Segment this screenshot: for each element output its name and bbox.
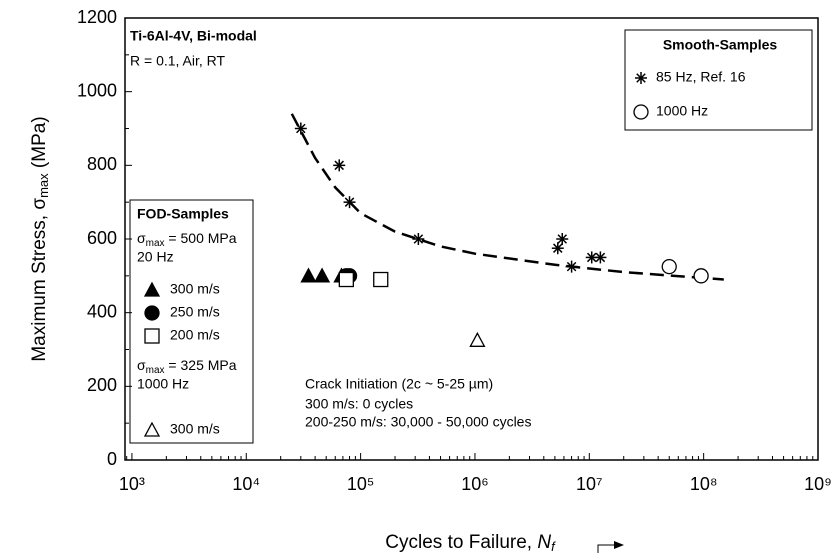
- circle-marker: [693, 268, 709, 284]
- y-tick-label: 200: [87, 375, 117, 395]
- legend-group-label: 1000 Hz: [137, 376, 189, 392]
- y-tick-label: 800: [87, 154, 117, 174]
- x-tick-label: 10⁷: [576, 474, 603, 494]
- fit-curve: [290, 113, 724, 281]
- asterisk-marker: [594, 251, 607, 264]
- legend-label: 250 m/s: [170, 304, 220, 320]
- legend-label: 1000 Hz: [656, 103, 708, 119]
- y-tick-label: 1000: [77, 80, 117, 100]
- asterisk-marker: [565, 260, 578, 273]
- square-marker: [144, 328, 160, 344]
- text: = 325 MPa: [165, 357, 237, 373]
- asterisk-marker: [551, 242, 564, 255]
- square-marker: [373, 271, 389, 288]
- legend-group-label: 20 Hz: [137, 249, 174, 265]
- asterisk-marker: [412, 233, 425, 245]
- y-tick-label: 0: [107, 449, 117, 469]
- circle-marker: [661, 258, 677, 275]
- legend-label: 85 Hz, Ref. 16: [656, 69, 746, 85]
- legend-group-label: σmax = 325 MPa: [137, 357, 237, 376]
- text: Cycles to Failure,: [385, 532, 537, 553]
- chart-title: Ti-6Al-4V, Bi-modal: [130, 28, 257, 44]
- x-tick-label: 10⁹: [804, 474, 832, 494]
- subscript: max: [36, 173, 51, 198]
- asterisk-marker: [333, 159, 346, 172]
- annotation: 200-250 m/s: 30,000 - 50,000 cycles: [305, 414, 531, 430]
- triangle-marker: [469, 331, 486, 347]
- x-axis-label: Cycles to Failure, Nf: [385, 532, 556, 554]
- square-marker: [338, 271, 354, 288]
- text: Maximum Stress, σ: [29, 198, 50, 362]
- subscript: max: [146, 238, 165, 249]
- text: N: [537, 532, 551, 553]
- x-tick-label: 10³: [119, 474, 145, 494]
- x-tick-label: 10⁶: [461, 474, 488, 494]
- asterisk-marker: [294, 122, 307, 135]
- y-tick-label: 600: [87, 228, 117, 248]
- arrow-head: [614, 541, 624, 549]
- circle-marker: [144, 305, 160, 321]
- legend-box: [624, 29, 813, 131]
- legend-label: 200 m/s: [170, 327, 220, 343]
- x-tick-label: 10⁴: [232, 474, 260, 494]
- subscript: max: [146, 365, 165, 376]
- subscript: f: [551, 539, 556, 554]
- legend-box: [129, 199, 254, 444]
- legend-title: Smooth-Samples: [663, 37, 778, 53]
- circle-marker: [633, 104, 649, 120]
- x-tick-label: 10⁸: [690, 474, 718, 494]
- y-tick-label: 400: [87, 301, 117, 321]
- chart-subtitle: R = 0.1, Air, RT: [130, 53, 226, 69]
- legend-title: FOD-Samples: [137, 206, 229, 222]
- x-tick-label: 10⁵: [347, 474, 374, 494]
- text: σ: [137, 230, 146, 246]
- annotation: Crack Initiation (2c ~ 5-25 µm): [305, 376, 493, 392]
- asterisk-marker: [556, 233, 569, 245]
- triangle-marker: [143, 281, 161, 297]
- text: = 500 MPa: [165, 230, 237, 246]
- triangle-marker: [143, 421, 161, 437]
- runout-arrow: [597, 544, 618, 553]
- asterisk-marker: [635, 72, 647, 84]
- legend-group-label: σmax = 500 MPa: [137, 230, 237, 249]
- annotation: 300 m/s: 0 cycles: [305, 396, 413, 412]
- legend-label: 300 m/s: [170, 421, 220, 437]
- triangle-marker: [300, 267, 317, 283]
- legend-label: 300 m/s: [170, 281, 220, 297]
- y-axis-label: Maximum Stress, σmax (MPa): [29, 116, 51, 361]
- text: (MPa): [29, 116, 50, 173]
- triangle-marker: [313, 267, 331, 283]
- asterisk-marker: [343, 196, 356, 209]
- text: σ: [137, 357, 146, 373]
- y-tick-label: 1200: [77, 7, 117, 27]
